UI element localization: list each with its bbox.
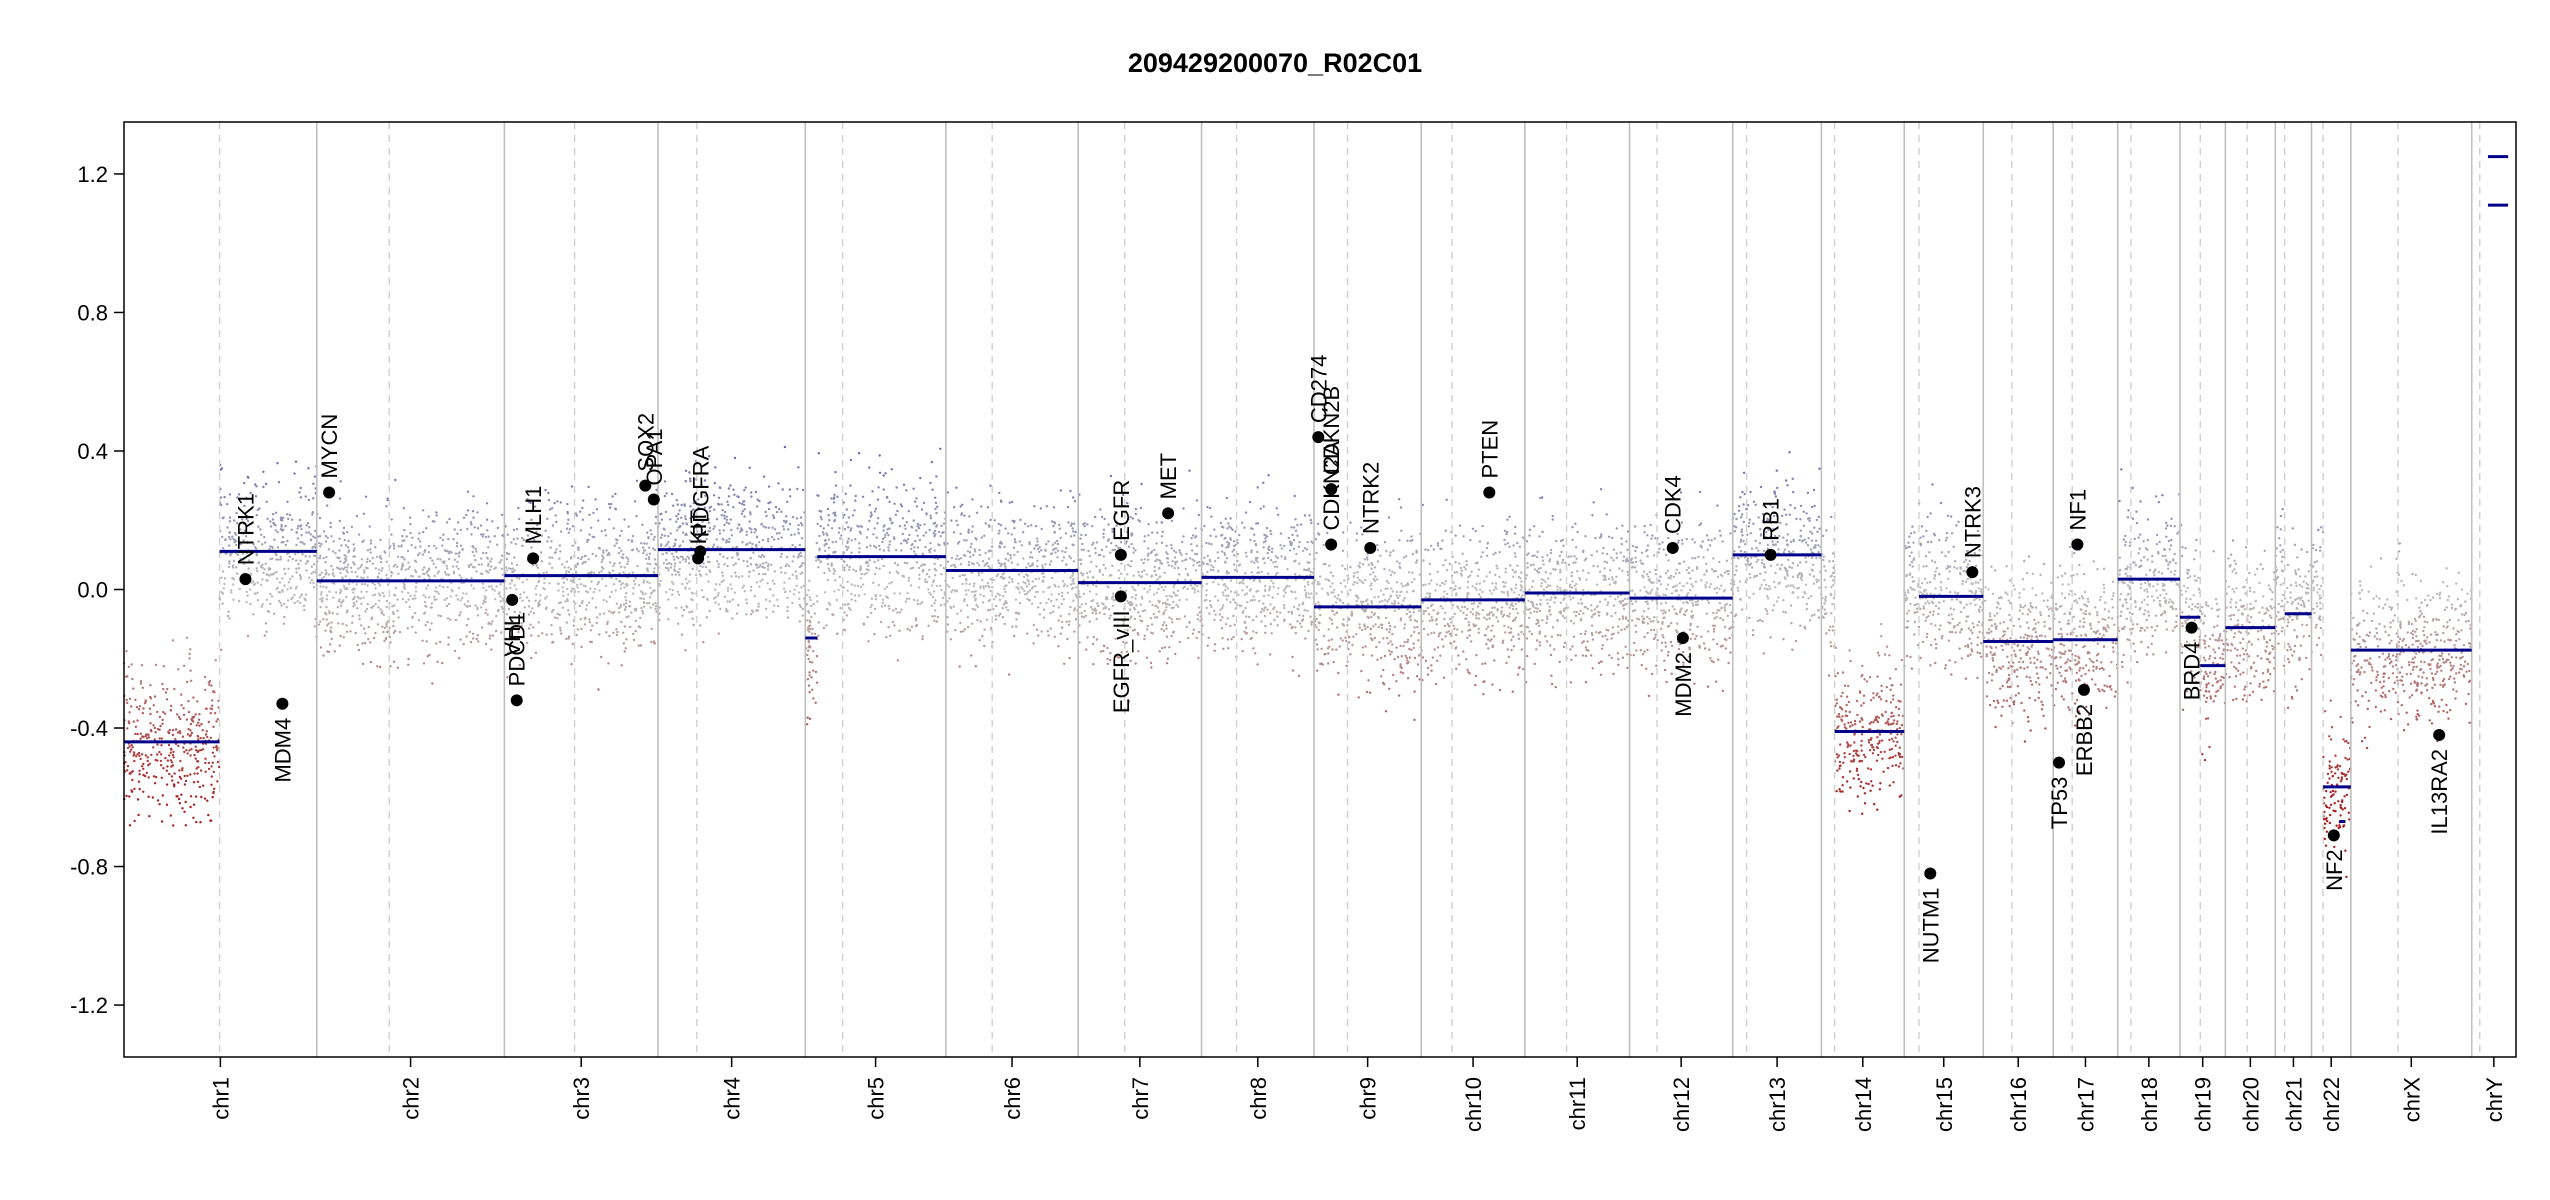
- gene-point: [1114, 590, 1127, 603]
- chromosome-label: chr11: [1565, 1077, 1590, 1130]
- gene-label: OPA1: [642, 428, 667, 485]
- gene-label: KIT: [686, 510, 711, 544]
- chromosome-borders: [218, 122, 2481, 1057]
- gene-point: [1666, 541, 1679, 554]
- gene-point: [239, 573, 252, 586]
- gene-point: [510, 694, 523, 707]
- gene-label: CD274: [1306, 355, 1331, 423]
- gene-label: NTRK2: [1358, 462, 1383, 534]
- gene-point: [527, 552, 540, 565]
- gene-point: [2433, 728, 2446, 741]
- y-tick-label: 0.4: [77, 439, 108, 464]
- gene-label: BRD4: [2180, 642, 2205, 701]
- probe-points-layer: [122, 445, 2473, 879]
- gene-point: [694, 545, 707, 558]
- gene-label: CDKN2B: [1319, 386, 1344, 475]
- gene-label: ERBB2: [2072, 704, 2097, 776]
- gene-point: [2071, 538, 2084, 551]
- gene-point: [2185, 621, 2198, 634]
- y-tick-label: 0.0: [77, 578, 108, 603]
- chromosome-label: chr6: [1000, 1077, 1025, 1120]
- gene-point: [1764, 548, 1777, 561]
- segment-lines: [124, 155, 2509, 824]
- y-tick-label: 0.8: [77, 300, 108, 325]
- chromosome-label: chr13: [1765, 1077, 1790, 1132]
- gene-label: CDK4: [1661, 475, 1686, 534]
- gene-label: MLH1: [521, 486, 546, 545]
- gene-label: MDM2: [1671, 652, 1696, 717]
- gene-point: [1364, 541, 1377, 554]
- gene-label: NF2: [2322, 849, 2347, 891]
- gene-point: [323, 486, 336, 499]
- chromosome-label: chr19: [2191, 1077, 2216, 1132]
- gene-label: PDCD1: [505, 612, 530, 687]
- chromosome-label: chr9: [1356, 1077, 1381, 1120]
- chromosome-label: chr15: [1932, 1077, 1957, 1132]
- gene-point: [1114, 548, 1127, 561]
- y-tick-label: 1.2: [77, 162, 108, 187]
- y-tick-label: -0.8: [70, 855, 108, 880]
- gene-label: IL13RA2: [2427, 749, 2452, 835]
- y-tick-label: -0.4: [70, 716, 108, 741]
- chromosome-label: chr7: [1128, 1077, 1153, 1120]
- chromosome-label: chrX: [2399, 1077, 2424, 1123]
- gene-point: [1676, 631, 1689, 644]
- gene-point: [1325, 483, 1338, 496]
- chromosome-label: chr18: [2137, 1077, 2162, 1132]
- chromosome-label: chr4: [720, 1077, 745, 1120]
- gene-label: SOX2: [633, 413, 658, 472]
- gene-label: EGFR_vIII: [1109, 610, 1134, 713]
- chromosome-label: chr10: [1461, 1077, 1486, 1132]
- chromosome-label: chr8: [1246, 1077, 1271, 1120]
- chromosome-label: chr12: [1669, 1077, 1694, 1132]
- gene-point: [2327, 829, 2340, 842]
- gene-point: [1483, 486, 1496, 499]
- chromosome-label: chr16: [2006, 1077, 2031, 1132]
- chromosome-label: chr2: [399, 1077, 424, 1120]
- chromosome-label: chr17: [2073, 1077, 2098, 1132]
- gene-point: [639, 479, 652, 492]
- gene-label: PTEN: [1477, 420, 1502, 479]
- gene-point: [506, 593, 519, 606]
- gene-label: NTRK3: [1960, 486, 1985, 558]
- gene-label: NF1: [2065, 489, 2090, 531]
- gene-label: NUTM1: [1918, 887, 1943, 963]
- gene-point: [1162, 507, 1175, 520]
- chromosome-label: chr5: [864, 1077, 889, 1120]
- chart-title: 209429200070_R02C01: [1128, 48, 1422, 78]
- gene-point: [1924, 867, 1937, 880]
- chromosome-label: chr20: [2238, 1077, 2263, 1132]
- gene-label: RB1: [1759, 498, 1784, 541]
- chromosome-label: chrY: [2482, 1077, 2507, 1123]
- chromosome-label: chr22: [2319, 1077, 2344, 1132]
- gene-label: MET: [1156, 453, 1181, 499]
- gene-label: EGFR: [1109, 480, 1134, 541]
- gene-label: MDM4: [270, 718, 295, 783]
- gene-point: [1966, 566, 1979, 579]
- gene-point: [2053, 756, 2066, 769]
- gene-label: NTRK1: [233, 493, 258, 565]
- gene-label: PDGFRA: [688, 445, 713, 537]
- chromosome-label: chr3: [569, 1077, 594, 1120]
- gene-label: TP53: [2047, 777, 2072, 830]
- chromosome-label: chr21: [2281, 1077, 2306, 1132]
- gene-point: [1312, 431, 1325, 444]
- gene-label: VHL: [500, 614, 525, 657]
- gene-point: [647, 493, 660, 506]
- gene-label: MYCN: [317, 414, 342, 479]
- chromosome-label: chr14: [1851, 1077, 1876, 1132]
- x-axis: chr1 chr2 chr3 chr4 chr5 chr6 chr7 chr8 chr9 chr1…: [208, 1057, 2507, 1132]
- gene-point: [276, 697, 289, 710]
- y-axis: -1.2 -0.8 -0.4 0.0 0.4 0.8 1.2: [70, 162, 124, 1018]
- y-tick-label: -1.2: [70, 993, 108, 1018]
- chromosome-label: chr1: [208, 1077, 233, 1120]
- gene-point: [2077, 683, 2090, 696]
- gene-point: [1325, 538, 1338, 551]
